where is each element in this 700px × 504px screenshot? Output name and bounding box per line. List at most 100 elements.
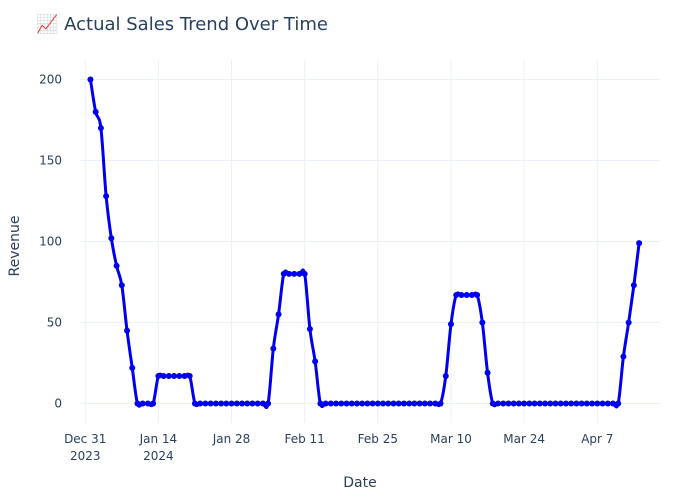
y-tick-label: 150 [39,153,62,167]
data-point [604,400,611,407]
data-point [421,400,428,407]
data-point [275,311,282,318]
data-point [594,400,601,407]
data-point [489,400,496,407]
data-point [427,400,434,407]
data-point [301,270,308,277]
data-point [395,400,402,407]
data-point [212,400,219,407]
data-point [233,400,240,407]
data-point [113,262,120,269]
data-point [495,400,502,407]
data-point [500,400,507,407]
data-point [557,400,564,407]
data-point [150,400,157,407]
data-point [265,400,272,407]
data-point [636,240,643,247]
data-point [291,270,298,277]
data-point [129,364,136,371]
data-point [578,400,585,407]
data-point [191,400,198,407]
y-axis-title: Revenue [7,216,23,277]
data-point [458,291,465,298]
data-point [589,400,596,407]
data-point [312,358,319,365]
data-point [176,373,183,379]
x-axis-title: Date [343,475,376,491]
data-point [484,369,491,376]
data-point [432,400,439,407]
data-point [296,270,303,277]
data-point [338,400,345,407]
data-point [353,400,360,407]
data-point [568,400,575,407]
data-point [92,108,99,115]
data-point [505,400,512,407]
x-tick-label: Apr 7 [581,432,613,446]
data-point [223,400,230,407]
data-point [343,400,350,407]
data-point [228,400,235,407]
y-tick-label: 0 [54,397,62,411]
data-point [531,400,538,407]
data-point [374,400,381,407]
y-tick-label: 50 [47,316,62,330]
grid [80,60,660,423]
data-point [521,400,528,407]
data-point [254,400,261,407]
data-point [385,400,392,407]
x-tick-year-label: 2023 [70,449,101,463]
x-tick-label: Mar 24 [503,432,545,446]
data-point [181,373,188,379]
data-point [259,400,266,407]
data-point [442,373,449,379]
chart-title: 📈 Actual Sales Trend Over Time [36,13,328,35]
data-point [364,400,371,407]
x-tick-label: Feb 11 [285,432,325,446]
data-point [599,400,606,407]
data-point [108,235,115,242]
data-point [118,282,125,289]
data-point [238,400,245,407]
data-point [620,353,627,360]
data-point [453,291,460,298]
x-tick-label: Jan 28 [212,432,251,446]
data-point [124,327,131,334]
data-point [139,400,146,407]
data-point [615,400,622,407]
data-point [270,345,277,352]
data-point [197,400,204,407]
data-point [630,282,637,289]
data-point [207,400,214,407]
data-point [547,400,554,407]
data-point [510,400,517,407]
axes: 0 50 100 150 200 Dec 31 2023 Jan 14 2024 Jan 28 Fe… [39,72,613,463]
data-point [468,291,475,298]
data-point [280,270,287,277]
data-point [437,400,444,407]
data-point [186,373,193,379]
data-point [390,400,397,407]
data-point [218,400,225,407]
data-point [552,400,559,407]
data-point [515,400,522,407]
data-point [474,291,481,298]
data-point [447,321,454,328]
data-point [155,373,162,379]
data-point [411,400,418,407]
data-point [103,193,110,200]
data-point [463,291,470,298]
data-point [97,125,104,132]
data-point [542,400,549,407]
data-point [322,400,329,407]
data-point [573,400,580,407]
data-point [160,373,167,379]
y-tick-label: 200 [39,72,62,86]
data-point [202,400,209,407]
data-point [359,400,366,407]
data-point [625,319,632,326]
data-point [526,400,533,407]
data-point [479,319,486,326]
